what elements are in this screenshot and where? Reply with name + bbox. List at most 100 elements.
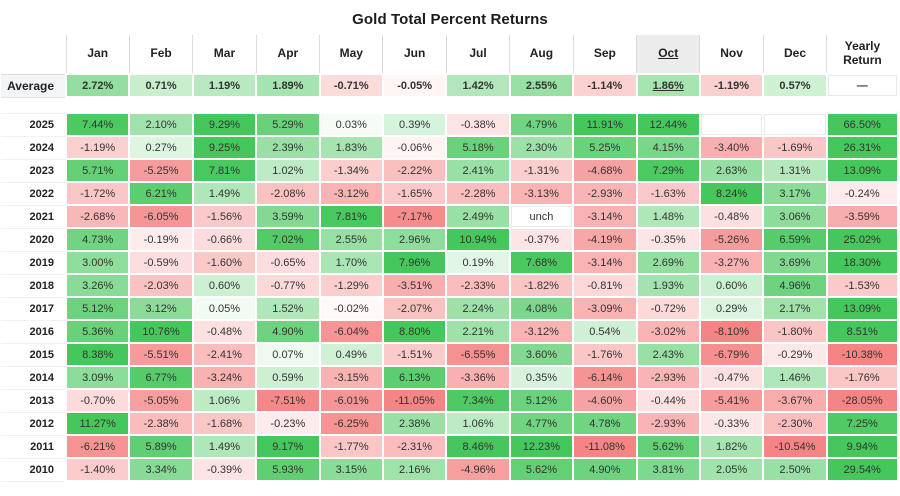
return-cell-2022-feb: 6.21%	[128, 181, 194, 206]
return-cell-2010-apr: 5.93%	[255, 457, 321, 482]
return-cell-2016-feb: 10.76%	[128, 319, 194, 344]
return-cell-2021-aug: unch	[508, 204, 575, 229]
average-yearly-cell: —	[825, 73, 899, 98]
return-cell-2022-mar: 1.49%	[191, 181, 258, 206]
return-cell-2014-jun: 6.13%	[381, 365, 448, 390]
return-cell-2016-sep: 0.54%	[572, 319, 638, 344]
return-cell-2020-mar: -0.66%	[191, 227, 258, 252]
return-cell-2024-nov: -3.40%	[698, 135, 765, 160]
return-cell-2010-aug: 5.62%	[508, 457, 575, 482]
return-cell-2011-apr: 9.17%	[255, 434, 321, 459]
year-row-2013: 2013 -0.70% -5.05% 1.06% -7.51% -6.01% -11.05%…	[1, 388, 899, 413]
return-cell-2018-apr: -0.77%	[255, 273, 321, 298]
average-cell-nov: -1.19%	[698, 73, 765, 98]
return-cell-2022-apr: -2.08%	[255, 181, 321, 206]
month-header-sep: Sep	[572, 35, 637, 75]
year-label: 2019	[1, 251, 67, 275]
table-body: Average 2.72% 0.71% 1.19% 1.89% -0.71% -0.05% 1…	[1, 73, 899, 482]
return-cell-2012-jul: 1.06%	[445, 411, 511, 436]
return-cell-2014-nov: -0.47%	[698, 365, 765, 390]
return-cell-2025-jul: -0.38%	[445, 112, 511, 137]
return-cell-2012-jan: 11.27%	[64, 411, 131, 436]
return-cell-2011-mar: 1.49%	[191, 434, 258, 459]
yearly-return-cell-2023: 13.09%	[825, 158, 899, 183]
return-cell-2018-oct: 1.93%	[635, 273, 701, 298]
yearly-return-cell-2021: -3.59%	[825, 204, 899, 229]
return-cell-2010-dec: 2.50%	[762, 457, 828, 482]
return-cell-2020-may: 2.55%	[318, 227, 384, 252]
return-cell-2022-oct: -1.63%	[635, 181, 701, 206]
return-cell-2024-dec: -1.69%	[762, 135, 828, 160]
return-cell-2010-jan: -1.40%	[64, 457, 131, 482]
return-cell-2012-apr: -0.23%	[255, 411, 321, 436]
return-cell-2019-nov: -3.27%	[698, 250, 765, 275]
return-cell-2019-mar: -1.60%	[191, 250, 258, 275]
year-label: 2018	[1, 274, 67, 298]
return-cell-2012-sep: 4.78%	[572, 411, 638, 436]
return-cell-2013-dec: -3.67%	[762, 388, 828, 413]
return-cell-2022-aug: -3.13%	[508, 181, 575, 206]
year-label: 2017	[1, 297, 67, 321]
return-cell-2016-oct: -3.02%	[635, 319, 701, 344]
return-cell-2023-jan: 5.71%	[64, 158, 131, 183]
return-cell-2010-mar: -0.39%	[191, 457, 258, 482]
return-cell-2010-nov: 2.05%	[698, 457, 765, 482]
average-row: Average 2.72% 0.71% 1.19% 1.89% -0.71% -0.05% 1…	[1, 73, 899, 98]
return-cell-2024-jan: -1.19%	[64, 135, 131, 160]
year-row-2024: 2024 -1.19% 0.27% 9.25% 2.39% 1.83% -0.06% 5.18…	[1, 135, 899, 160]
yearly-return-cell-2010: 29.54%	[825, 457, 899, 482]
return-cell-2019-oct: 2.69%	[635, 250, 701, 275]
year-row-2010: 2010 -1.40% 3.34% -0.39% 5.93% 3.15% 2.16% -4.9…	[1, 457, 899, 482]
return-cell-2012-dec: -2.30%	[762, 411, 828, 436]
month-header-mar: Mar	[192, 35, 257, 75]
return-cell-2013-feb: -5.05%	[128, 388, 194, 413]
return-cell-2017-dec: 2.17%	[762, 296, 828, 321]
return-cell-2018-mar: 0.60%	[191, 273, 258, 298]
average-cell-feb: 0.71%	[128, 73, 194, 98]
year-row-2011: 2011 -6.21% 5.89% 1.49% 9.17% -1.77% -2.31% 8.4…	[1, 434, 899, 459]
return-cell-2017-sep: -3.09%	[572, 296, 638, 321]
year-label: 2013	[1, 389, 67, 413]
return-cell-2019-aug: 7.68%	[508, 250, 575, 275]
return-cell-2021-mar: -1.56%	[191, 204, 258, 229]
average-cell-oct: 1.86%	[635, 73, 701, 98]
return-cell-2020-feb: -0.19%	[128, 227, 194, 252]
year-label: 2020	[1, 228, 67, 252]
year-label: 2025	[1, 113, 67, 137]
return-cell-2023-aug: -1.31%	[508, 158, 575, 183]
return-cell-2025-dec	[762, 112, 828, 137]
month-header-jun: Jun	[382, 35, 447, 75]
return-cell-2011-oct: 5.62%	[635, 434, 701, 459]
year-label: 2023	[1, 159, 67, 183]
returns-heatmap-table: Jan Feb Mar Apr May Jun Jul Aug Sep Oct Nov Dec Year…	[1, 35, 899, 482]
year-row-2023: 2023 5.71% -5.25% 7.81% 1.02% -1.34% -2.22% 2.4…	[1, 158, 899, 183]
return-cell-2018-nov: 0.60%	[698, 273, 765, 298]
return-cell-2018-jan: 3.26%	[64, 273, 131, 298]
month-header-aug: Aug	[509, 35, 574, 75]
month-header-apr: Apr	[255, 35, 320, 75]
year-row-2017: 2017 5.12% 3.12% 0.05% 1.52% -0.02% -2.07% 2.24…	[1, 296, 899, 321]
return-cell-2019-dec: 3.69%	[762, 250, 828, 275]
return-cell-2018-feb: -2.03%	[128, 273, 194, 298]
yearly-return-cell-2017: 13.09%	[825, 296, 899, 321]
year-row-2025: 2025 7.44% 2.10% 9.29% 5.29% 0.03% 0.39% -0.38%…	[1, 112, 899, 137]
return-cell-2014-dec: 1.46%	[762, 365, 828, 390]
return-cell-2013-jul: 7.34%	[445, 388, 511, 413]
return-cell-2012-aug: 4.77%	[508, 411, 575, 436]
return-cell-2021-sep: -3.14%	[572, 204, 638, 229]
average-cell-dec: 0.57%	[762, 73, 828, 98]
yearly-return-cell-2025: 66.50%	[825, 112, 899, 137]
return-cell-2020-jan: 4.73%	[64, 227, 131, 252]
return-cell-2023-apr: 1.02%	[255, 158, 321, 183]
return-cell-2011-dec: -10.54%	[762, 434, 828, 459]
return-cell-2019-apr: -0.65%	[255, 250, 321, 275]
return-cell-2017-aug: 4.08%	[508, 296, 575, 321]
year-row-2019: 2019 3.00% -0.59% -1.60% -0.65% 1.70% 7.96% 0.1…	[1, 250, 899, 275]
return-cell-2013-mar: 1.06%	[191, 388, 258, 413]
return-cell-2024-feb: 0.27%	[128, 135, 194, 160]
year-row-2022: 2022 -1.72% 6.21% 1.49% -2.08% -3.12% -1.65% -2…	[1, 181, 899, 206]
page-title: Gold Total Percent Returns	[352, 11, 548, 28]
yearly-return-cell-2018: -1.53%	[825, 273, 899, 298]
return-cell-2015-sep: -1.76%	[572, 342, 638, 367]
return-cell-2021-dec: 3.06%	[762, 204, 828, 229]
